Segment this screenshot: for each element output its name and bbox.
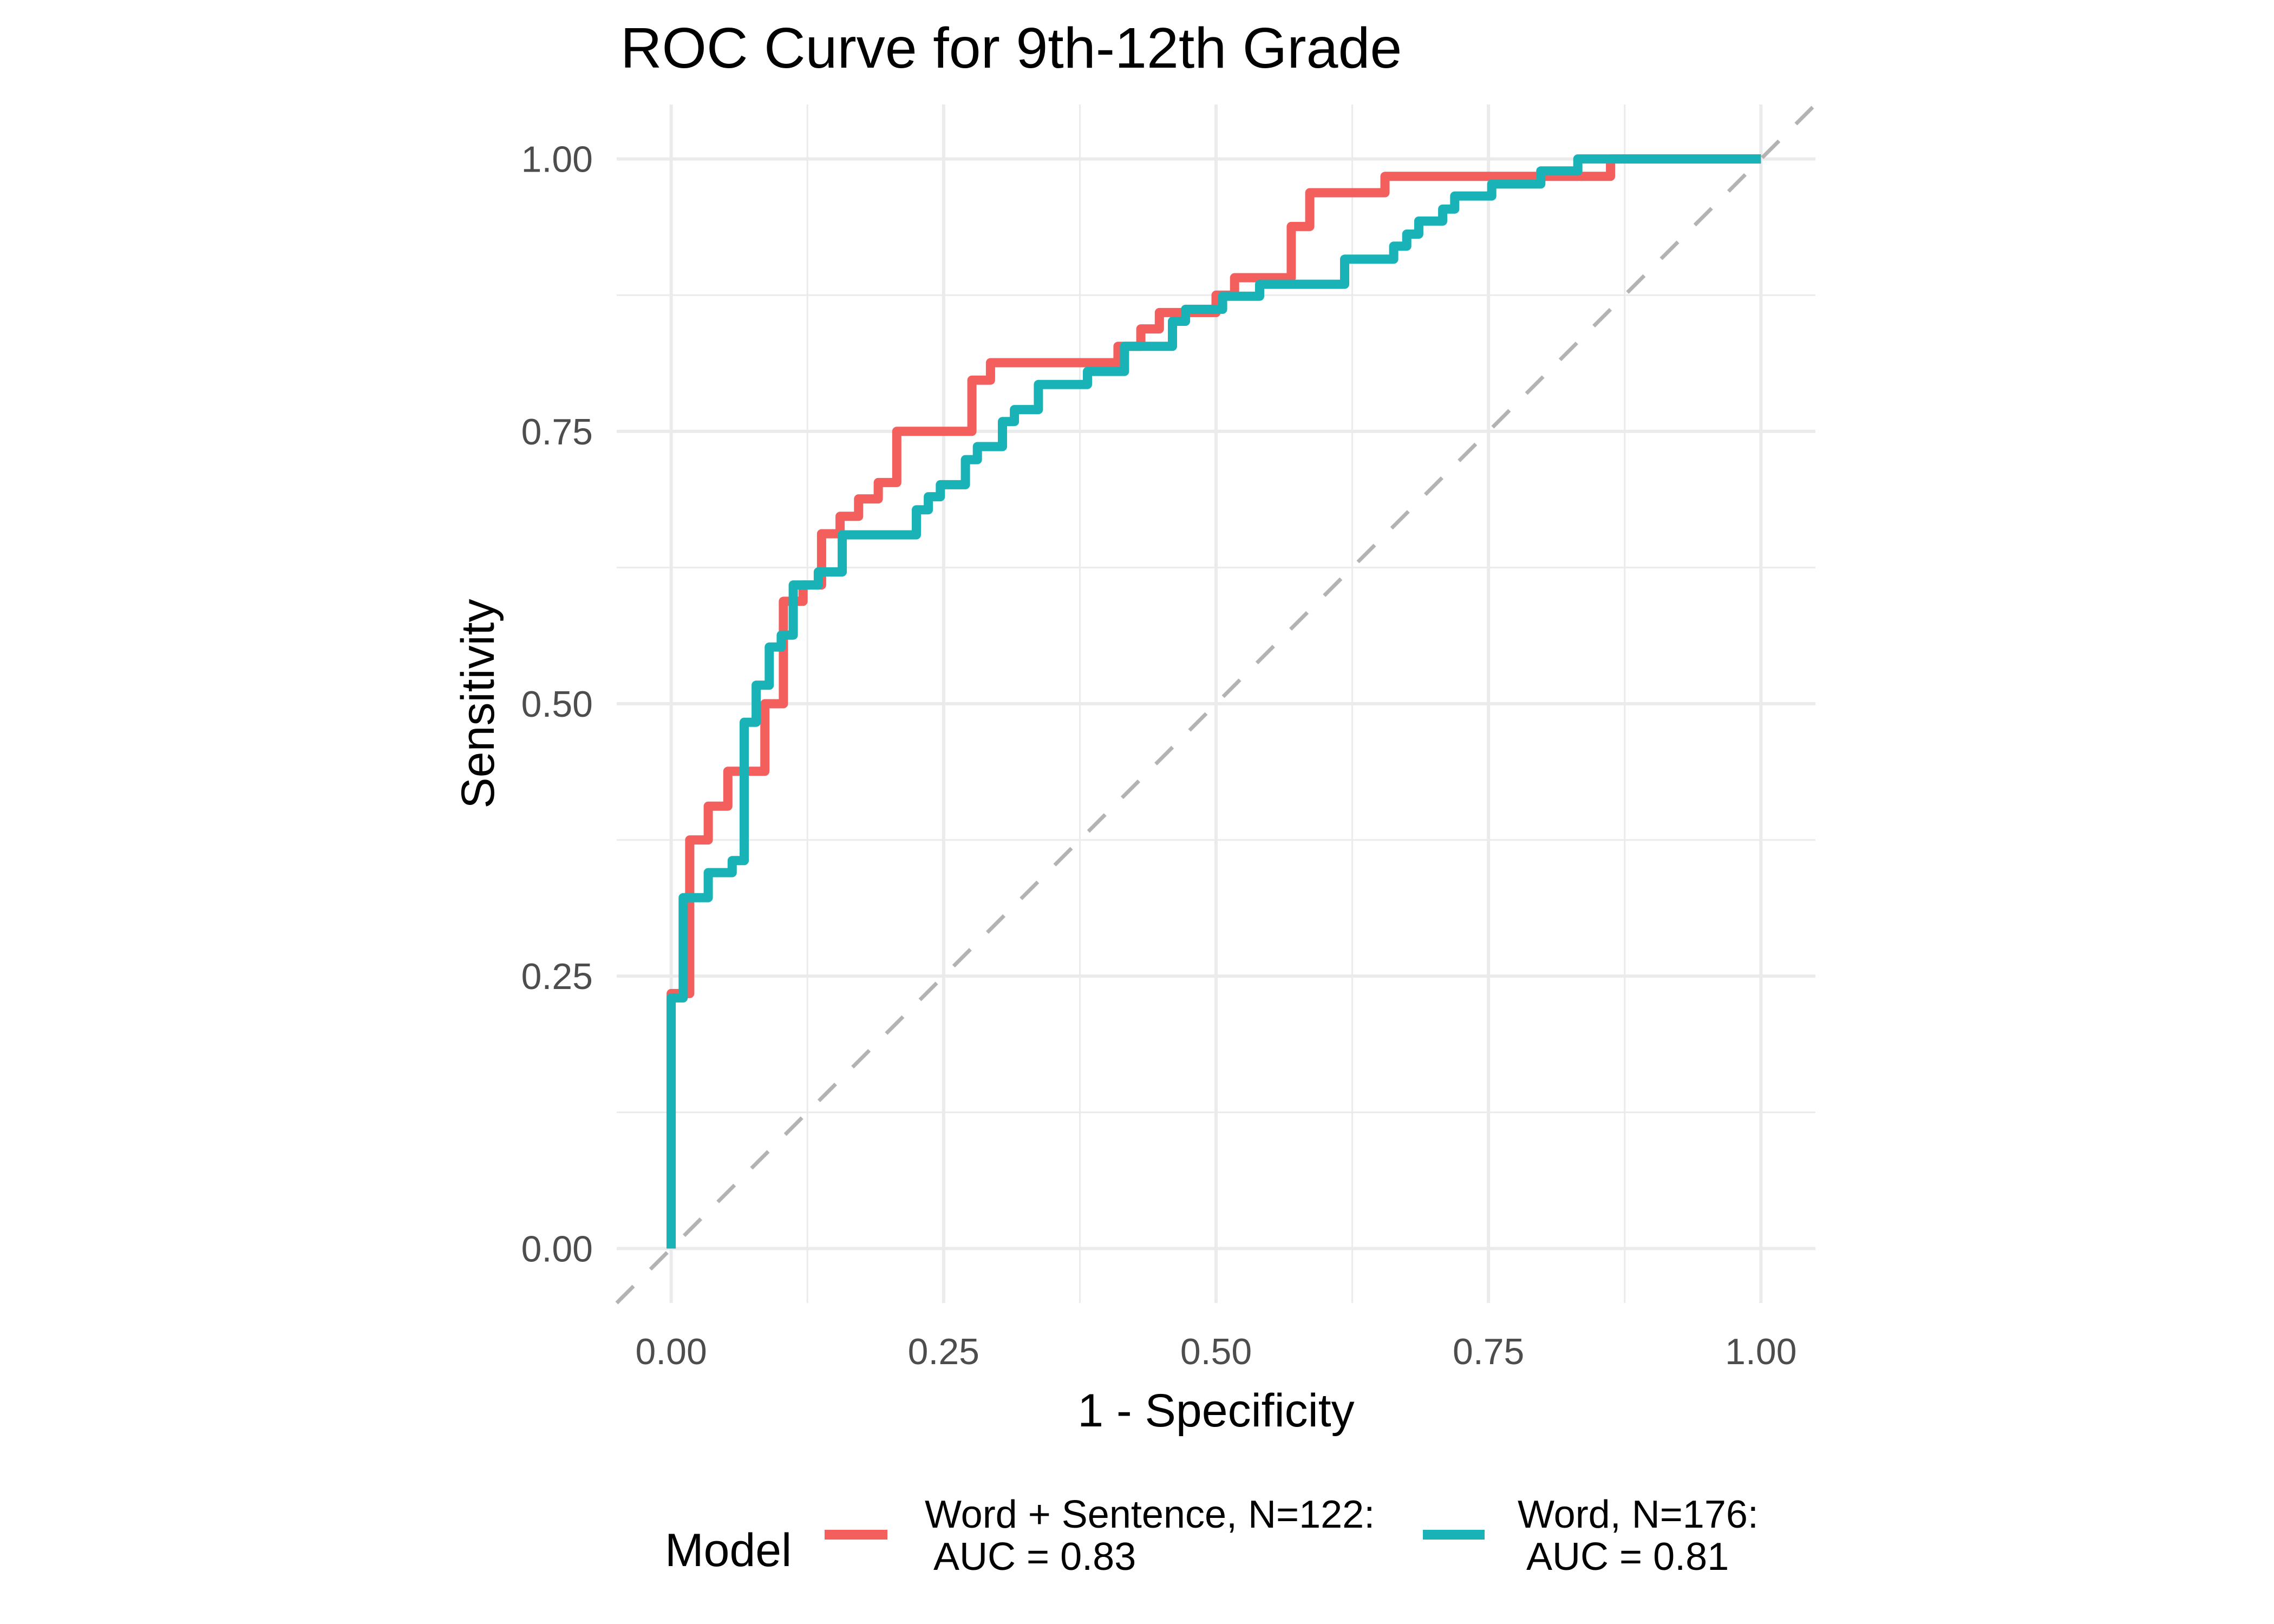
x-tick-label: 0.00 [635,1331,707,1372]
plot-panel [615,103,1817,1305]
legend-title: Model [665,1524,792,1576]
legend-label-word-line1: Word, N=176: [1518,1493,1759,1536]
y-tick-label: 0.25 [521,956,593,997]
legend-item-word: Word, N=176: AUC = 0.81 [1423,1493,1759,1579]
legend-item-word-sentence: Word + Sentence, N=122: AUC = 0.83 [825,1493,1375,1579]
y-tick-label: 0.00 [521,1228,593,1269]
x-tick-label: 0.75 [1453,1331,1524,1372]
legend-label-word-sentence-line1: Word + Sentence, N=122: [925,1493,1375,1536]
y-axis-tick-labels: 0.00 0.25 0.50 0.75 1.00 [521,139,593,1270]
roc-line-word [666,154,1761,1249]
x-axis-title: 1 - Specificity [1077,1385,1354,1437]
y-tick-label: 1.00 [521,139,593,180]
chart-title: ROC Curve for 9th-12th Grade [620,16,1402,80]
roc-series [666,154,1761,1249]
x-tick-label: 0.25 [908,1331,979,1372]
y-tick-label: 0.50 [521,684,593,725]
legend: Model Word + Sentence, N=122: AUC = 0.83… [665,1493,1759,1579]
legend-label-word-auc: AUC = 0.81 [1518,1535,1729,1579]
roc-line-word-sentence [666,154,1761,1249]
y-tick-label: 0.75 [521,411,593,453]
x-tick-label: 1.00 [1725,1331,1796,1372]
legend-label-word-sentence-auc: AUC = 0.83 [925,1535,1136,1579]
y-axis-title: Sensitivity [452,599,504,808]
x-axis-tick-labels: 0.00 0.25 0.50 0.75 1.00 [635,1331,1796,1372]
x-tick-label: 0.50 [1180,1331,1252,1372]
